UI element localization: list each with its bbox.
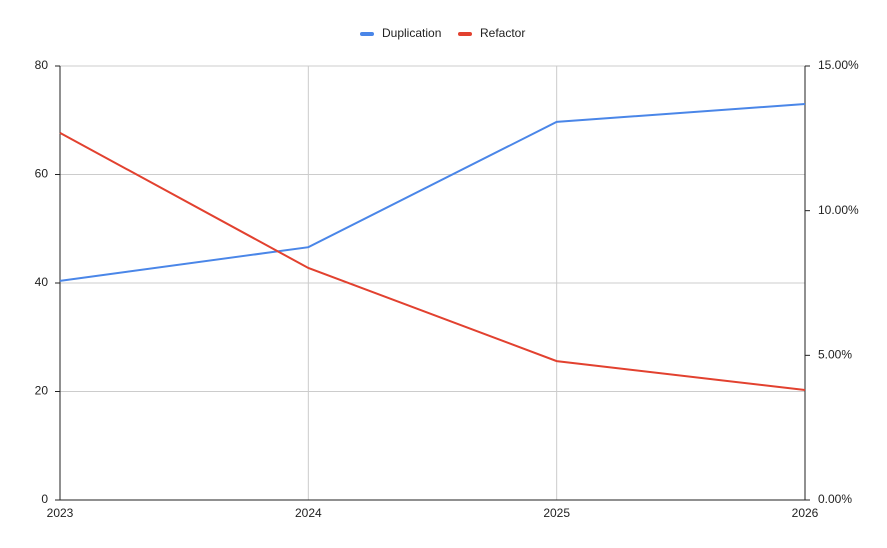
y2-tick-label: 0.00% — [818, 492, 852, 506]
legend-label: Duplication — [382, 26, 441, 40]
y-tick-label: 60 — [35, 167, 49, 181]
y2-tick-label: 10.00% — [818, 203, 859, 217]
series-line — [59, 102, 806, 282]
y-tick-label: 40 — [35, 275, 49, 289]
x-tick-label: 2024 — [295, 506, 322, 520]
y-tick-label: 0 — [41, 492, 48, 506]
y2-tick-label: 5.00% — [818, 348, 852, 362]
series-line — [59, 131, 806, 392]
y-tick-label: 80 — [35, 58, 49, 72]
y2-tick-label: 15.00% — [818, 58, 859, 72]
legend-label: Refactor — [480, 26, 525, 40]
x-tick-label: 2026 — [792, 506, 819, 520]
x-tick-label: 2023 — [47, 506, 74, 520]
x-tick-label: 2025 — [543, 506, 570, 520]
y-tick-label: 20 — [35, 384, 49, 398]
